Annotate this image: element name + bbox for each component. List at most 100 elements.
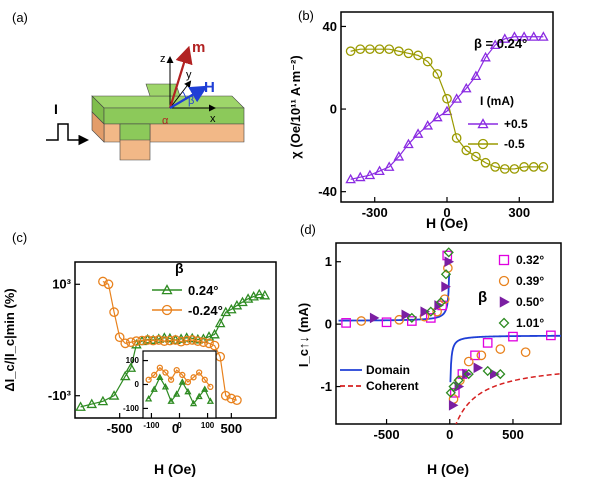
plot-d-point-0-10 xyxy=(508,331,518,342)
plot-d-point-0-11 xyxy=(546,330,556,341)
plot-c-inset-ytick-1: 0 xyxy=(135,380,140,389)
plot-b-point-1-8 xyxy=(422,56,433,67)
plot-c-inset-point-0-8 xyxy=(189,399,198,407)
plot-b-point-0-19 xyxy=(528,31,540,41)
plot-b-point-1-3 xyxy=(374,44,385,55)
plot-d-point-1-11 xyxy=(520,347,531,358)
plot-c-point-0-20 xyxy=(209,328,220,339)
plot-b-point-0-12 xyxy=(460,82,472,93)
plot-d-point-3-8 xyxy=(463,368,474,380)
plot-d-legend: 0.32° 0.39° 0.50° 1.01° xyxy=(498,253,544,330)
plot-d-axes: -500 0 500 -1 0 1 xyxy=(320,254,523,442)
plot-d-point-1-9 xyxy=(476,350,487,361)
plot-d-ylabel: I_c↑↓ (mA) xyxy=(296,303,311,367)
plot-c-inset-point-1-1 xyxy=(151,371,158,379)
plot-b-point-1-7 xyxy=(413,50,423,61)
plot-b-xtick-1: 0 xyxy=(443,205,450,220)
plot-c-inset-point-0-9 xyxy=(195,392,203,400)
plot-d-point-3-7 xyxy=(453,375,464,386)
plot-b-point-1-20 xyxy=(538,162,549,172)
plot-c-xtick-0: -500 xyxy=(107,421,133,436)
plot-c-inset-ytick-2: 100 xyxy=(126,356,140,365)
plot-d-point-3-10 xyxy=(495,368,506,380)
plot-c-point-1-22 xyxy=(220,390,231,401)
plot-d-line-legend-label-0: Domain xyxy=(366,363,410,377)
plot-d-legend-marker-1 xyxy=(498,275,510,287)
plot-c-point-0-3 xyxy=(108,390,120,400)
plot-d-frame xyxy=(335,242,562,425)
plot-b-point-0-11 xyxy=(451,93,462,103)
plot-c-point-1-10 xyxy=(153,335,164,345)
plot-c-point-1-11 xyxy=(159,336,170,346)
plot-d-point-3-1 xyxy=(425,306,436,317)
plot-d-point-0-2 xyxy=(406,316,417,326)
plot-b-legend: +0.5 -0.5 xyxy=(468,117,528,151)
h-label: H xyxy=(204,79,215,96)
plot-c-point-0-29 xyxy=(259,289,271,300)
plot-b-point-1-9 xyxy=(432,69,443,79)
plot-b-point-0-0 xyxy=(345,173,356,184)
plot-c-legend-marker-0 xyxy=(161,284,173,295)
plot-b-point-0-2 xyxy=(364,169,376,180)
plot-c-point-0-5 xyxy=(125,362,137,372)
plot-c-point-1-18 xyxy=(198,337,209,348)
plot-c-inset-point-1-8 xyxy=(190,374,197,381)
y-axis-icon xyxy=(169,80,192,109)
plot-d-legend-label-1: 0.39° xyxy=(516,274,544,288)
panel-c-label: (c) xyxy=(12,230,27,245)
plot-d-point-1-0 xyxy=(356,316,367,326)
device-top-layer xyxy=(91,95,245,109)
current-pulse-icon xyxy=(46,123,89,146)
plot-b-legend-marker-1 xyxy=(477,138,489,150)
m-label: m xyxy=(192,39,205,56)
plot-c-legend-label-0: 0.24° xyxy=(188,283,219,298)
plot-c-inset-point-0-11 xyxy=(206,397,214,404)
plot-b-point-0-14 xyxy=(480,51,491,62)
plot-d-point-2-4 xyxy=(441,281,451,292)
plot-b-point-0-15 xyxy=(489,39,501,50)
plot-c-inset-point-1-0 xyxy=(145,376,152,383)
plot-c-point-0-1 xyxy=(86,398,98,409)
plot-d-legend-label-0: 0.32° xyxy=(516,253,544,267)
plot-c-inset-point-1-11 xyxy=(207,383,214,391)
plot-c-legend-marker-1 xyxy=(161,304,173,316)
alpha-angle-label: α xyxy=(162,115,169,127)
plot-c-inset-point-1-5 xyxy=(173,366,180,374)
plot-c-inset-point-0-7 xyxy=(184,387,192,395)
plot-d-point-0-9 xyxy=(482,338,493,348)
plot-d-point-0-3 xyxy=(425,313,436,323)
plot-c-inset-xtick-2: 100 xyxy=(201,421,215,430)
plot-b-point-0-6 xyxy=(403,138,414,149)
plot-b-point-0-1 xyxy=(354,171,366,182)
plot-b-annotation: β = 0.24° xyxy=(474,36,527,51)
plot-b-ylabel: χ (Oe/10¹¹ A·m⁻²) xyxy=(288,55,303,158)
plot-c-point-1-14 xyxy=(176,336,186,347)
plot-c-legend: 0.24° -0.24° xyxy=(152,283,223,318)
plot-d-xlabel: H (Oe) xyxy=(427,461,469,477)
plot-d-xtick-2: 500 xyxy=(502,427,524,442)
plot-c-point-0-28 xyxy=(253,288,265,299)
plot-c-point-1-20 xyxy=(209,340,220,351)
plot-c-inset-series xyxy=(145,364,214,407)
plot-b-point-1-5 xyxy=(393,46,404,57)
plot-c-inset-point-1-9 xyxy=(196,369,203,376)
plot-d-xtick-1: 0 xyxy=(446,427,453,442)
plot-c-legend-title: β xyxy=(175,260,184,276)
plot-d-line-legend-label-1: Coherent xyxy=(366,379,419,393)
plot-b-point-1-4 xyxy=(384,44,395,55)
plot-c-inset-point-0-5 xyxy=(173,390,181,397)
plot-c-inset-point-1-3 xyxy=(162,369,169,376)
plot-c-point-1-5 xyxy=(125,337,136,348)
plot-d-point-0-8 xyxy=(470,350,480,361)
plot-b-axes: -300 0 300 -40 0 40 xyxy=(318,19,530,220)
plot-b-point-1-1 xyxy=(355,44,366,55)
panel-a-label: (a) xyxy=(12,10,28,25)
plot-c-point-1-8 xyxy=(142,335,153,345)
plot-b-point-1-10 xyxy=(442,93,452,104)
plot-b-point-0-17 xyxy=(509,31,520,41)
plot-b-point-1-18 xyxy=(519,162,529,172)
plot-d-legend-marker-0 xyxy=(498,254,510,266)
plot-c-inset-xtick-0: -100 xyxy=(143,421,160,430)
plot-b-point-1-19 xyxy=(528,162,539,172)
